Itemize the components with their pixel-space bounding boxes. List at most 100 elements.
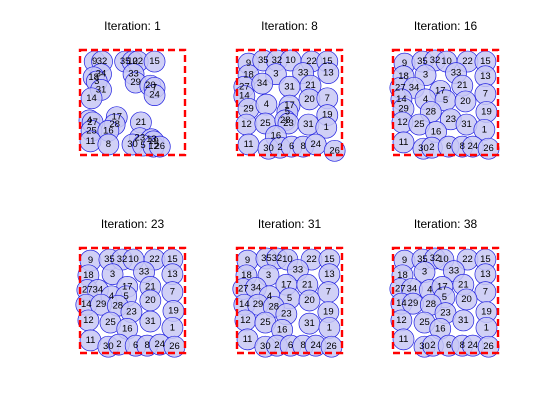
- circle-label: 33: [449, 266, 460, 277]
- circle-label: 12: [241, 119, 252, 130]
- circle-label: 4: [109, 291, 114, 302]
- circle-label: 12: [83, 315, 94, 326]
- circle-label: 26: [329, 145, 340, 156]
- circle-label: 28: [426, 299, 437, 310]
- circle-label: 11: [86, 335, 96, 346]
- circle-label: 4: [267, 291, 272, 302]
- circle-label: 17: [437, 281, 448, 292]
- circle-label: 26: [483, 143, 494, 154]
- circle-label: 17: [122, 281, 133, 292]
- circle-label: 28: [109, 119, 120, 130]
- circle-label: 27: [395, 82, 406, 93]
- circle-label: 26: [155, 141, 166, 152]
- boundary-box: [78, 246, 187, 355]
- circle-label: 25: [86, 125, 97, 136]
- circle-label: 35: [120, 56, 131, 67]
- circle-label: 29: [408, 298, 419, 309]
- circle-label: 29: [243, 103, 254, 114]
- circle-label: 15: [322, 56, 333, 67]
- circle-label: 14: [396, 94, 407, 105]
- circle-label: 9: [88, 255, 93, 266]
- circle-label: 19: [481, 106, 492, 117]
- circle-label: 27: [87, 117, 98, 128]
- circle-label: 23: [281, 309, 292, 320]
- circle-label: 14: [239, 299, 250, 310]
- circle-label: 24: [468, 141, 479, 152]
- circle-label: 15: [167, 254, 178, 265]
- circle-label: 3: [94, 76, 99, 87]
- circle-label: 11: [243, 334, 253, 345]
- circle-label: 14: [81, 299, 92, 310]
- circle-label: 9: [402, 255, 407, 266]
- circle-label: 2: [277, 142, 282, 153]
- circle-label: 11: [86, 136, 96, 147]
- circle-15: [143, 50, 166, 73]
- circle-label: 12: [148, 141, 159, 152]
- circle-13: [317, 62, 340, 84]
- circle-label: 6: [446, 340, 451, 351]
- circle-label: 3: [110, 269, 115, 280]
- circle-label: 16: [271, 131, 282, 142]
- circle-label: 29: [96, 299, 107, 310]
- circle-label: 7: [483, 89, 488, 100]
- circle-label: 25: [419, 317, 430, 328]
- circle-label: 7: [326, 287, 331, 298]
- circle-label: 32: [272, 253, 283, 264]
- circle-label: 34: [257, 78, 268, 89]
- circle-label: 4: [423, 94, 428, 105]
- circle-label: 4: [87, 115, 92, 126]
- circle-label: 20: [461, 294, 472, 305]
- panel-title: Iteration: 23: [101, 217, 165, 231]
- circle-label: 8: [301, 141, 306, 152]
- circle-label: 13: [323, 68, 334, 79]
- circle-label: 13: [167, 269, 178, 280]
- circle-label: 20: [145, 295, 156, 306]
- circle-label: 10: [441, 56, 452, 67]
- circle-label: 10: [128, 254, 139, 265]
- circle-label: 28: [113, 300, 124, 311]
- circle-label: 30: [260, 341, 271, 352]
- circle-label: 31: [145, 316, 156, 327]
- circle-label: 31: [96, 84, 107, 95]
- circle-label: 29: [130, 77, 141, 88]
- circle-label: 15: [324, 254, 335, 265]
- circle-label: 13: [480, 269, 491, 280]
- circle-label: 28: [426, 106, 437, 117]
- circle-label: 5: [443, 95, 448, 106]
- circle-20: [298, 289, 321, 312]
- circle-label: 5: [285, 106, 290, 117]
- circle-label: 10: [285, 55, 296, 66]
- circle-label: 32: [430, 253, 441, 264]
- panel-title: Iteration: 38: [414, 217, 478, 231]
- circle-label: 13: [480, 71, 491, 82]
- circle-label: 35: [261, 253, 272, 264]
- circle-label: 23: [135, 133, 146, 144]
- circle-label: 9: [246, 58, 251, 69]
- circle-label: 34: [93, 285, 104, 296]
- circle-label: 2: [429, 142, 434, 153]
- circle-label: 34: [96, 69, 107, 80]
- circle-label: 8: [145, 340, 150, 351]
- circle-label: 28: [268, 301, 279, 312]
- circle-label: 15: [480, 254, 491, 265]
- circle-label: 18: [243, 70, 254, 81]
- circle-label: 23: [440, 308, 451, 319]
- circle-label: 20: [460, 96, 471, 107]
- circle-label: 1: [484, 322, 489, 333]
- circle-group: [78, 50, 171, 158]
- circle-label: 30: [127, 139, 138, 150]
- circle-label: 17: [111, 112, 122, 123]
- circle-label: 6: [133, 340, 138, 351]
- circle-label: 19: [323, 307, 334, 318]
- circle-label: 15: [480, 56, 491, 67]
- circle-label: 8: [301, 340, 306, 351]
- circle-label: 31: [461, 119, 472, 130]
- circle-label: 21: [305, 80, 316, 91]
- circle-label: 33: [128, 69, 139, 80]
- circle-3: [101, 263, 124, 286]
